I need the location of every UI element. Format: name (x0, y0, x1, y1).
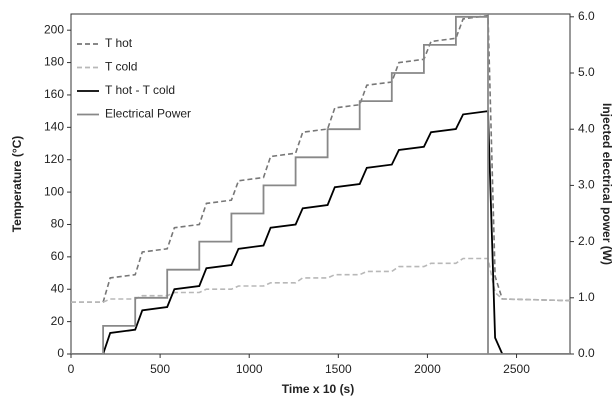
y2-tick-label: 0.0 (578, 346, 595, 360)
y-tick-label: 40 (51, 281, 65, 295)
y-tick-label: 120 (44, 152, 64, 166)
series-line (71, 110, 570, 354)
y-tick-label: 100 (44, 184, 64, 198)
y-tick-label: 20 (51, 314, 65, 328)
x-tick-label: 1000 (236, 362, 263, 376)
x-tick-label: 2500 (503, 362, 530, 376)
x-axis-title: Time x 10 (s) (282, 382, 354, 396)
legend-label: T hot (105, 36, 133, 50)
series-line (71, 14, 570, 303)
y2-axis-title: Injected electrical power (W) (600, 103, 614, 265)
y-tick-label: 200 (44, 22, 64, 36)
series-line (71, 15, 570, 354)
y2-tick-label: 2.0 (578, 234, 595, 248)
y-tick-label: 140 (44, 120, 64, 134)
y-axis-title: Temperature (°C) (10, 136, 24, 233)
series-line (71, 257, 570, 303)
y-tick-label: 60 (51, 249, 65, 263)
x-tick-label: 2000 (414, 362, 441, 376)
y-tick-label: 180 (44, 55, 64, 69)
y2-tick-label: 3.0 (578, 178, 595, 192)
y-tick-label: 0 (57, 346, 64, 360)
x-tick-label: 0 (68, 362, 75, 376)
legend-label: T hot - T cold (105, 83, 175, 97)
y-tick-label: 160 (44, 87, 64, 101)
plot-frame (70, 13, 571, 355)
y2-tick-label: 5.0 (578, 65, 595, 79)
y-tick-label: 80 (51, 217, 65, 231)
legend-label: Electrical Power (105, 107, 191, 121)
y2-tick-label: 4.0 (578, 121, 595, 135)
y2-tick-label: 6.0 (578, 9, 595, 23)
x-tick-label: 1500 (325, 362, 352, 376)
y2-tick-label: 1.0 (578, 290, 595, 304)
x-tick-label: 500 (150, 362, 170, 376)
legend-label: T cold (105, 60, 137, 74)
